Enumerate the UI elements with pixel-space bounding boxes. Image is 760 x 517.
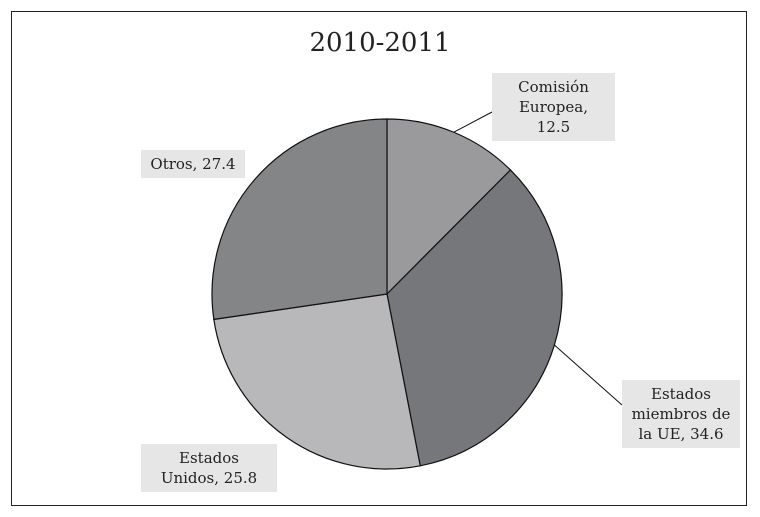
pie-slice-estados-unidos: [213, 293, 421, 470]
slice-label-estados-miembros-ue: Estados miembros de la UE, 34.6: [622, 380, 740, 448]
pie-slice-comision-europea: [386, 118, 512, 296]
slice-label-estados-unidos: Estados Unidos, 25.8: [141, 444, 277, 492]
leader-line-estados-miembros-ue: [554, 344, 623, 406]
chart-title: 2010-2011: [309, 28, 451, 58]
pie-slice-otros: [211, 118, 388, 321]
slice-label-otros: Otros, 27.4: [141, 150, 245, 178]
leader-line-comision-europea: [453, 111, 493, 133]
pie-slice-estados-miembros-ue: [386, 169, 563, 467]
slice-label-comision-europea: Comisión Europea, 12.5: [492, 73, 615, 141]
